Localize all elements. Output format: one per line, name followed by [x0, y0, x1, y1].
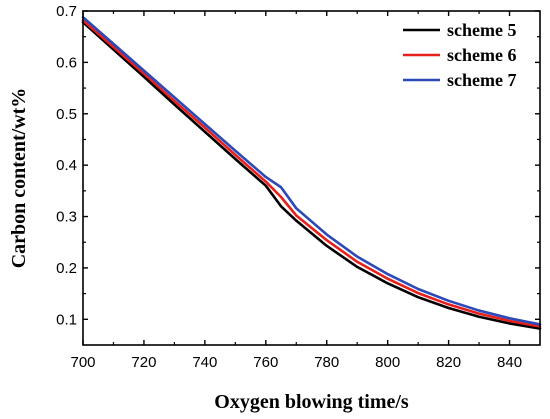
y-tick-label: 0.6: [56, 54, 77, 71]
y-tick-label: 0.2: [56, 260, 77, 277]
series-layer: [81, 15, 542, 330]
x-tick-label: 840: [497, 354, 522, 371]
y-axis-title: Carbon content/wt%: [8, 88, 30, 269]
legend: scheme 5 scheme 6 scheme 7: [403, 20, 516, 90]
y-tick-label: 0.4: [56, 157, 77, 174]
legend-label-3: scheme 7: [447, 70, 516, 90]
x-axis-title: Oxygen blowing time/s: [214, 391, 409, 413]
legend-label-2: scheme 6: [447, 45, 516, 65]
x-tick-label: 780: [314, 354, 339, 371]
x-tick-label: 820: [436, 354, 461, 371]
x-tick-label: 720: [131, 354, 156, 371]
plot-frame: [82, 10, 541, 346]
y-tick-label: 0.1: [56, 311, 77, 328]
legend-label-1: scheme 5: [447, 20, 516, 40]
x-tick-label: 740: [192, 354, 217, 371]
series-line-1: [81, 21, 542, 330]
x-tick-label: 700: [70, 354, 95, 371]
x-tick-label: 800: [375, 354, 400, 371]
x-tick-label: 760: [253, 354, 278, 371]
y-tick-label: 0.3: [56, 209, 77, 226]
y-tick-label: 0.5: [56, 106, 77, 123]
series-line-3: [81, 15, 542, 326]
series-line-2: [81, 18, 542, 328]
ticks-layer: 700 720 740 760 780 800 820 840 0.1 0.2 0.3 0.4 0.5 0…: [56, 3, 540, 371]
y-tick-label: 0.7: [56, 3, 77, 20]
